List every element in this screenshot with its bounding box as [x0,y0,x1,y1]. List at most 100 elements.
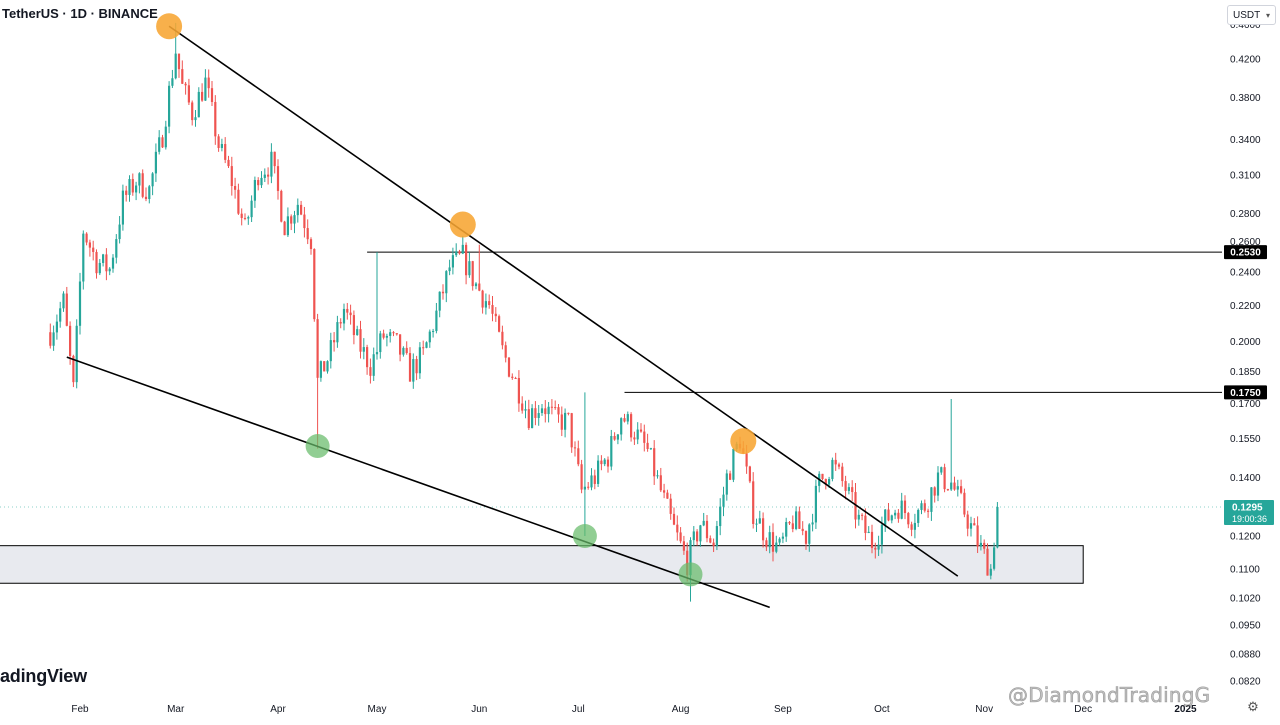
candle-body [375,352,379,355]
candle-body [316,319,319,378]
candle-body [979,542,982,547]
candle-body [102,254,105,263]
gear-icon[interactable]: ⚙ [1247,699,1259,714]
candle-body [154,151,157,174]
candle-body [567,412,570,414]
candle-body [158,137,161,152]
candle-body [788,522,791,524]
currency-label: USDT [1233,10,1261,21]
candle-body [230,166,233,187]
candle-body [626,414,629,422]
y-tick-label: 0.3400 [1230,135,1261,146]
candle-body [531,408,534,429]
candle-body [286,216,289,236]
candle-body [227,159,230,167]
y-tick-label: 0.2800 [1230,209,1261,220]
candle-body [488,301,491,306]
candle-body [847,487,850,491]
candle-body [135,185,138,193]
candle-body [474,283,478,287]
candle-body [600,460,603,465]
candle-body [781,536,784,539]
candle-body [125,190,128,195]
candle-body [204,77,207,101]
candle-body [966,514,969,529]
support-zone [0,545,1084,584]
candle-body [983,542,986,549]
candle-body [897,512,900,519]
candle-body [894,512,897,516]
candle-body [187,85,190,103]
candle-body [758,518,761,524]
candle-body [418,347,421,374]
candle-body [181,69,184,84]
candle-body [676,524,679,533]
candle-body [973,523,976,526]
candle-body [646,442,649,449]
candle-body [392,332,395,334]
candle-body [785,522,788,537]
candle-body [273,151,276,167]
candle-body [352,315,355,336]
candle-body [620,418,623,435]
candle-body [359,329,362,352]
candle-body [544,408,547,415]
candle-body [144,196,148,200]
candle-body [880,524,883,545]
candle-body [672,513,676,525]
candle-body [989,568,992,576]
candle-body [88,242,91,248]
candle-body [240,213,243,218]
candle-body [382,333,385,338]
candle-body [309,239,313,250]
candle-body [636,429,639,440]
x-tick-label: Nov [975,704,993,715]
candle-body [128,179,131,195]
candle-body [263,174,266,178]
candle-body [689,540,692,576]
candle-body [194,117,197,121]
x-tick-label: Jul [572,704,585,715]
level-price-tag [1224,245,1267,260]
candle-body [639,429,643,432]
candle-body [996,507,999,548]
candle-body [481,290,484,308]
candle-body [666,492,669,499]
candle-body [59,308,62,322]
candle-body [679,532,682,542]
candle-body [253,180,256,201]
last-price-label: 0.1295 [1232,503,1263,514]
y-tick-label: 0.1100 [1230,565,1260,576]
candle-body [755,523,758,525]
candle-body [432,331,435,333]
candle-body [603,459,606,465]
chart-title: TetherUS · 1D · BINANCE [2,6,158,21]
candle-body [969,523,973,529]
candle-body [946,489,949,491]
candle-body [234,186,237,190]
candle-body [402,347,405,355]
candle-body [547,406,550,415]
candle-body [507,357,511,377]
y-tick-label: 0.3800 [1230,93,1261,104]
candle-body [62,293,65,309]
candle-body [49,332,52,346]
candle-body [501,331,504,346]
y-tick-label: 0.1850 [1230,367,1261,378]
candle-body [798,511,801,529]
candle-body [936,472,940,496]
candle-body [864,515,867,534]
candle-body [300,204,303,215]
candle-body [927,510,930,512]
y-tick-label: 0.1020 [1230,593,1261,604]
candle-body [933,487,936,496]
candle-body [303,214,306,229]
candle-body [148,186,151,200]
candle-body [237,189,240,214]
candle-body [468,261,471,276]
currency-select[interactable]: USDT ▾ [1227,5,1276,25]
peak-marker [730,428,757,455]
candle-body [709,538,712,543]
